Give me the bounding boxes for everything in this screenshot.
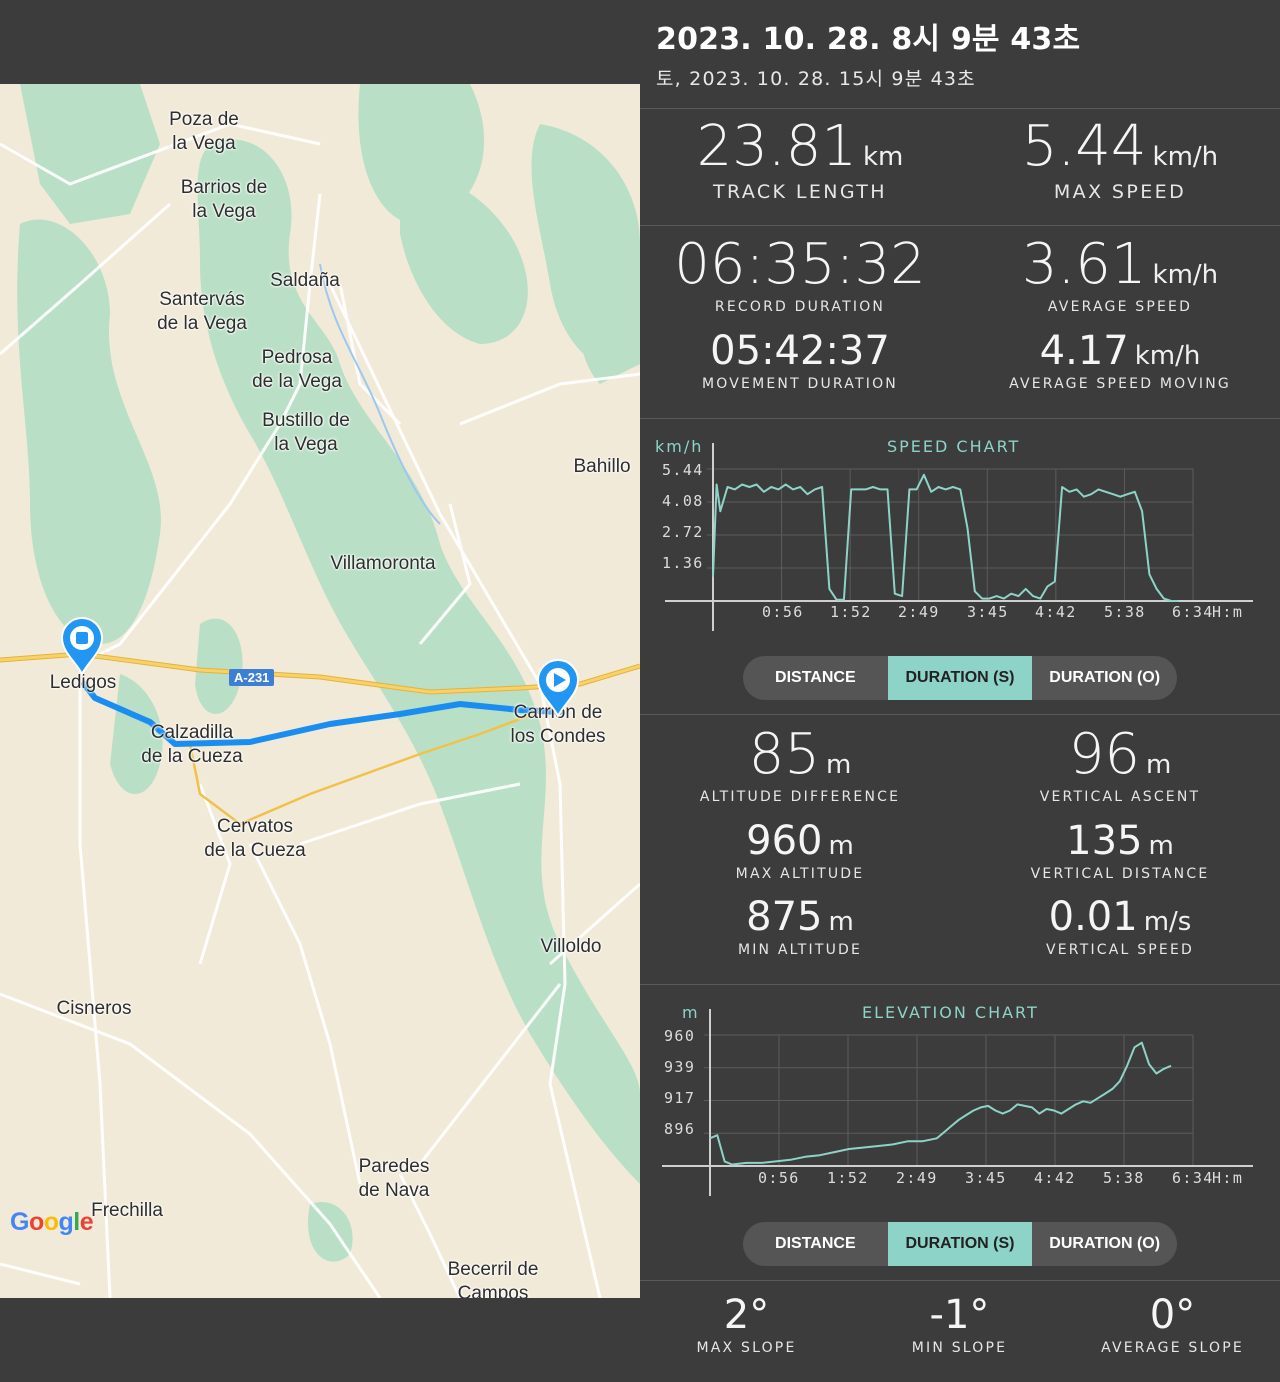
speed-y-tick: 4.08 [662,492,704,510]
stat-max-speed: 5.44 km/h MAX SPEED [1021,114,1219,203]
elevation-chart[interactable] [640,1006,1280,1206]
elev-x-tick: 1:52 [827,1169,869,1187]
speed-chart[interactable] [640,440,1280,640]
elev-x-tick: 0:56 [758,1169,800,1187]
stat-average-slope: 0° AVERAGE SLOPE [1101,1292,1244,1356]
elev-x-tick: 2:49 [896,1169,938,1187]
toggle-distance[interactable]: DISTANCE [775,669,856,686]
speed-x-tick: 3:45 [967,603,1009,621]
place-label: Bustillo de la Vega [262,410,350,455]
elevation-axis-toggle[interactable]: DISTANCE DURATION (S) DURATION (O) [743,1222,1177,1266]
map-canvas [0,84,640,1298]
speed-chart-ylabel: km/h [655,437,704,456]
stat-min-altitude: 875 m MIN ALTITUDE [737,894,863,958]
toggle-duration-o[interactable]: DURATION (O) [1049,669,1161,686]
speed-x-tick: 5:38 [1104,603,1146,621]
speed-x-unit: H:m [1212,603,1244,621]
speed-axis-toggle[interactable]: DISTANCE DURATION (S) DURATION (O) [743,656,1177,700]
stat-min-slope: -1° MIN SLOPE [911,1292,1008,1356]
speed-x-tick: 4:42 [1035,603,1077,621]
toggle-duration-s[interactable]: DURATION (S) [887,1222,1033,1266]
place-label: Frechilla [91,1200,163,1221]
elev-x-unit: H:m [1212,1169,1244,1187]
stat-record-duration: 06:35:32 RECORD DURATION [674,232,926,315]
elev-x-tick: 6:34 [1172,1169,1214,1187]
stat-max-slope: 2° MAX SLOPE [696,1292,797,1356]
place-label: Ledigos [49,672,117,693]
place-label: Bahillo [573,456,631,477]
end-marker-icon[interactable] [60,616,104,676]
speed-x-tick: 0:56 [762,603,804,621]
road-shield-a231: A-231 [229,669,275,686]
stat-vertical-speed: 0.01 m/s VERTICAL SPEED [1045,894,1195,958]
elev-x-tick: 5:38 [1103,1169,1145,1187]
map-view[interactable]: Poza de la Vega Barrios de la Vega Saldaña… [0,84,640,1298]
stat-vertical-distance: 135 m VERTICAL DISTANCE [1030,818,1210,882]
speed-y-tick: 1.36 [662,554,704,572]
place-label: Villoldo [540,936,602,957]
forest-areas [17,84,640,1262]
stat-average-speed-moving: 4.17 km/h AVERAGE SPEED MOVING [1009,328,1231,392]
speed-chart-title: SPEED CHART [887,437,1021,456]
place-label: Saldaña [270,270,340,291]
elev-x-tick: 3:45 [965,1169,1007,1187]
elev-y-tick: 896 [664,1120,696,1138]
river [319,263,441,525]
place-label: Barrios de la Vega [180,177,268,222]
stat-average-speed: 3.61 km/h AVERAGE SPEED [1021,232,1219,315]
speed-y-tick: 2.72 [662,523,704,541]
minor-roads [0,122,640,1298]
place-label: Cervatos de la Cueza [204,816,306,861]
stat-vertical-ascent: 96 m VERTICAL ASCENT [1039,722,1201,805]
speed-x-tick: 6:34 [1172,603,1214,621]
speed-x-tick: 1:52 [830,603,872,621]
elev-x-tick: 4:42 [1034,1169,1076,1187]
track-date-title: 2023. 10. 28. 8시 9분 43초 [656,22,1081,57]
series-line [709,1041,1172,1166]
speed-y-tick: 5.44 [662,461,704,479]
google-logo: Google [10,1208,94,1236]
series-line [712,473,1179,602]
toggle-distance[interactable]: DISTANCE [775,1235,856,1252]
elevation-chart-title: ELEVATION CHART [862,1003,1039,1022]
toggle-duration-o[interactable]: DURATION (O) [1049,1235,1161,1252]
place-label: Poza de la Vega [169,109,239,154]
place-label: Calzadilla de la Cueza [141,722,243,767]
toggle-duration-s[interactable]: DURATION (S) [887,656,1033,700]
elevation-chart-ylabel: m [682,1003,700,1022]
stat-movement-duration: 05:42:37 MOVEMENT DURATION [702,328,898,392]
elev-y-tick: 939 [664,1058,696,1076]
speed-x-tick: 2:49 [898,603,940,621]
stat-altitude-difference: 85 m ALTITUDE DIFFERENCE [699,722,901,805]
elev-y-tick: 917 [664,1089,696,1107]
stat-track-length: 23.81 km TRACK LENGTH [696,114,904,203]
place-label: Cisneros [56,998,132,1019]
place-label: Santervás de la Vega [157,289,247,334]
place-label: Pedrosa de la Vega [252,347,342,392]
place-label: Becerril de Campos [447,1259,539,1298]
start-marker-icon[interactable] [536,658,580,718]
place-label: Paredes de Nava [358,1156,430,1201]
elev-y-tick: 960 [664,1027,696,1045]
place-label: Villamoronta [330,553,436,574]
track-date-subtitle: 토, 2023. 10. 28. 15시 9분 43초 [656,68,976,90]
stat-max-altitude: 960 m MAX ALTITUDE [735,818,865,882]
track-route [81,681,563,747]
